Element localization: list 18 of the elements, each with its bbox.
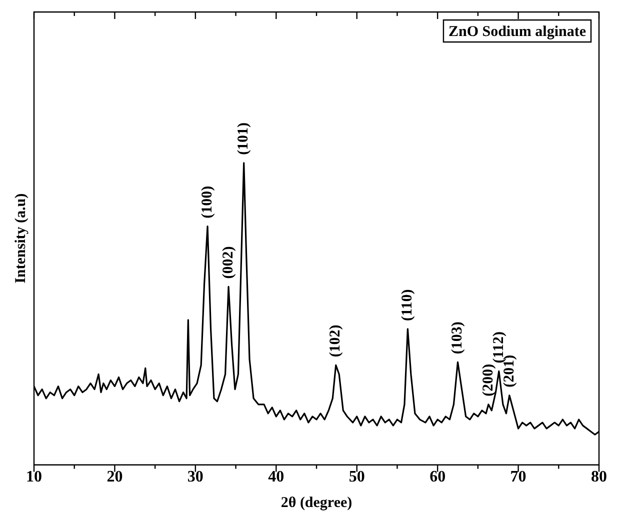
- x-tick-label: 20: [106, 468, 123, 486]
- annotation: (002): [220, 246, 236, 279]
- x-tick-label: 60: [430, 468, 446, 486]
- x-tick-label: 30: [187, 468, 204, 486]
- x-tick-label: 50: [348, 468, 365, 486]
- annotation: (102): [328, 324, 344, 358]
- annotation: (103): [450, 322, 466, 354]
- annotation: (100): [199, 186, 216, 218]
- x-tick-label: 10: [26, 468, 42, 486]
- x-axis-title: 2θ (degree): [280, 494, 352, 511]
- x-tick-label: 80: [591, 468, 607, 486]
- annotation: (110): [400, 289, 416, 321]
- text: ZnO Sodium alginate: [448, 24, 586, 40]
- x-tick-label: 40: [268, 468, 284, 486]
- x-tick-label: 70: [510, 468, 526, 486]
- annotation: (200): [480, 364, 496, 396]
- y-axis-title: Intensity (a.u): [12, 193, 29, 284]
- annotation: (101): [236, 122, 252, 155]
